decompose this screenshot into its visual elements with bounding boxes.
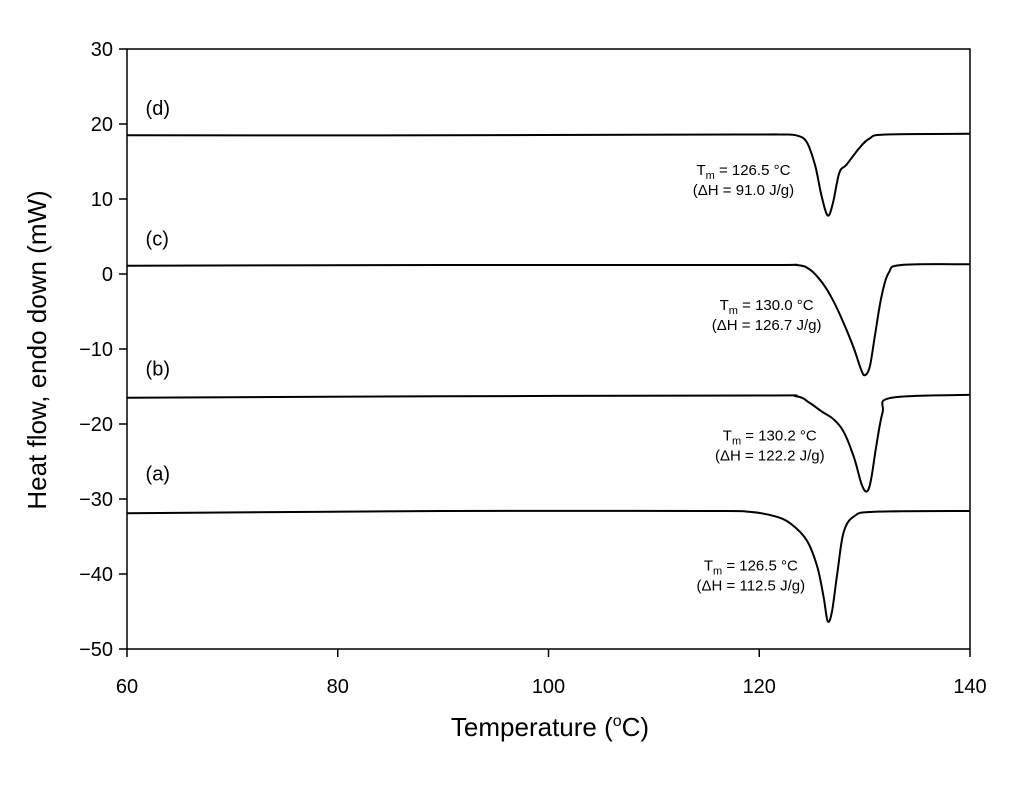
x-tick-label: 140 xyxy=(953,676,986,698)
curve-label: (a) xyxy=(146,463,170,485)
plot-area-border xyxy=(126,48,971,650)
y-tick-label: 20 xyxy=(91,114,113,136)
plot-frame xyxy=(126,48,971,650)
curve-labels: (d) (c) (b) (a) xyxy=(146,98,170,485)
y-axis-ticks: 30 20 10 0 −10 −20 −30 −40 −50 xyxy=(79,39,127,661)
x-tick-label: 120 xyxy=(743,676,776,698)
tm-annotation: Tm = 126.5 °C xyxy=(696,162,790,182)
curve-label: (d) xyxy=(146,98,170,120)
series-line xyxy=(126,263,971,377)
tm-annotation: Tm = 130.2 °C xyxy=(723,428,817,448)
x-axis-label: Temperature (oC) xyxy=(451,712,649,742)
y-tick-label: −20 xyxy=(79,414,113,436)
series-line xyxy=(126,393,971,493)
y-tick-label: −50 xyxy=(79,639,113,661)
y-tick-label: 0 xyxy=(102,264,113,286)
dh-annotation: (ΔH = 91.0 J/g) xyxy=(693,182,794,199)
x-tick-label: 60 xyxy=(116,676,138,698)
y-tick-label: 30 xyxy=(91,39,113,61)
series-line xyxy=(126,132,971,217)
series-line xyxy=(126,509,971,623)
y-tick-label: 10 xyxy=(91,189,113,211)
dh-annotation: (ΔH = 112.5 J/g) xyxy=(697,577,806,594)
y-tick-label: −30 xyxy=(79,489,113,511)
dh-annotation: (ΔH = 122.2 J/g) xyxy=(715,448,825,465)
curve-label: (c) xyxy=(146,229,169,251)
y-tick-label: −10 xyxy=(79,339,113,361)
tm-annotation: Tm = 126.5 °C xyxy=(704,557,798,577)
series-curves xyxy=(126,132,971,623)
x-tick-label: 80 xyxy=(327,676,349,698)
curve-label: (b) xyxy=(146,358,170,380)
dh-annotation: (ΔH = 126.7 J/g) xyxy=(712,317,822,334)
y-tick-label: −40 xyxy=(79,564,113,586)
x-axis-ticks: 60 80 100 120 140 xyxy=(116,649,987,698)
x-tick-label: 100 xyxy=(532,676,565,698)
y-axis-label: Heat flow, endo down (mW) xyxy=(22,190,52,509)
peak-annotations: Tm = 126.5 °C(ΔH = 91.0 J/g)Tm = 130.0 °… xyxy=(693,162,825,594)
tm-annotation: Tm = 130.0 °C xyxy=(720,297,814,317)
